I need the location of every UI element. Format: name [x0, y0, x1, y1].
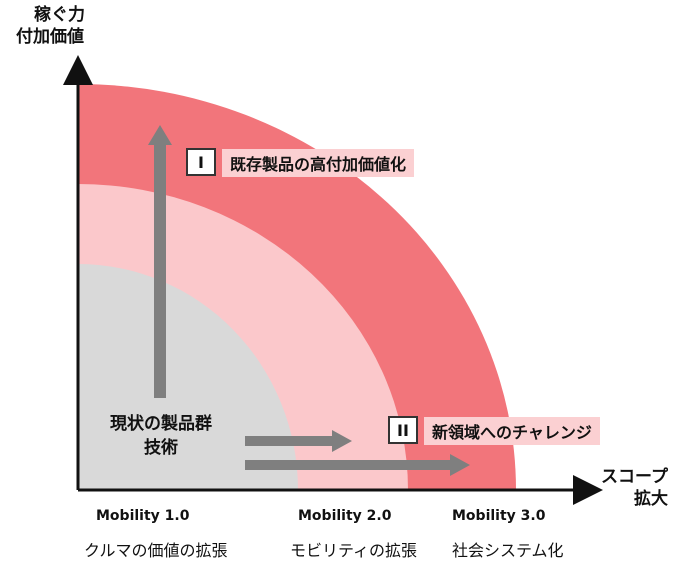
stage-3-scope: 社会システム化 [452, 541, 564, 560]
y-axis-label-line2: 付加価値 [16, 27, 84, 47]
strategy-2-label: 新領域へのチャレンジ [424, 417, 600, 445]
stage-3-version: Mobility 3.0 [452, 508, 546, 524]
strategy-1-numeral: I [186, 148, 216, 176]
strategy-2-numeral: II [388, 416, 418, 444]
core-label: 現状の製品群 技術 [96, 412, 226, 460]
x-axis-label: スコープ 拡大 [601, 466, 668, 510]
x-axis-label-line1: スコープ [601, 467, 668, 487]
y-axis-label: 稼ぐ力 付加価値 [16, 4, 85, 48]
stage-2-scope: モビリティの拡張 [290, 541, 418, 560]
inner-core-area [78, 264, 298, 490]
expand-arrow-long [245, 454, 470, 476]
x-axis-label-line2: 拡大 [633, 489, 668, 509]
strategy-1-label: 既存製品の高付加価値化 [222, 149, 415, 177]
expand-arrow-short [245, 430, 352, 452]
stage-1-version: Mobility 1.0 [96, 508, 190, 524]
stage-1-scope: クルマの価値の拡張 [84, 541, 228, 560]
stage-2-version: Mobility 2.0 [298, 508, 392, 524]
core-label-line1: 現状の製品群 [110, 414, 212, 434]
y-axis-label-line1: 稼ぐ力 [34, 5, 85, 25]
core-label-line2: 技術 [144, 438, 178, 458]
upgrade-arrow [148, 125, 172, 398]
